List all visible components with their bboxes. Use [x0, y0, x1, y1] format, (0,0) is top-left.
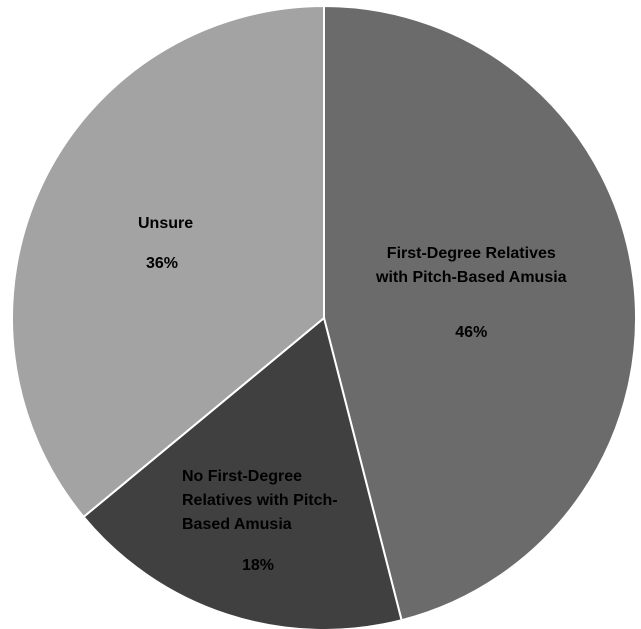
slice-label-line: with Pitch-Based Amusia [376, 269, 567, 286]
slice-label-line: Relatives with Pitch- [182, 492, 338, 509]
slice-label-no-first-degree-relatives: No First-Degree Relatives with Pitch- Ba… [182, 465, 338, 578]
slice-label-unsure: Unsure 36% [138, 212, 193, 276]
slice-label-line: First-Degree Relatives [386, 245, 556, 262]
pie-slice-first-degree-relatives [323, 5, 637, 622]
slice-label-line: Unsure [138, 215, 194, 232]
pie-slice-no-first-degree-relatives [82, 317, 403, 629]
slice-value-label: 46% [455, 324, 488, 341]
slice-label-first-degree-relatives: First-Degree Relatives with Pitch-Based … [376, 242, 567, 345]
slice-label-line: Based Amusia [182, 516, 292, 533]
slice-value-label: 18% [242, 557, 275, 574]
pie-slices [11, 5, 637, 629]
slice-value-label: 36% [146, 255, 179, 272]
pie-slice-unsure [11, 5, 325, 518]
slice-label-line: No First-Degree [182, 468, 303, 485]
